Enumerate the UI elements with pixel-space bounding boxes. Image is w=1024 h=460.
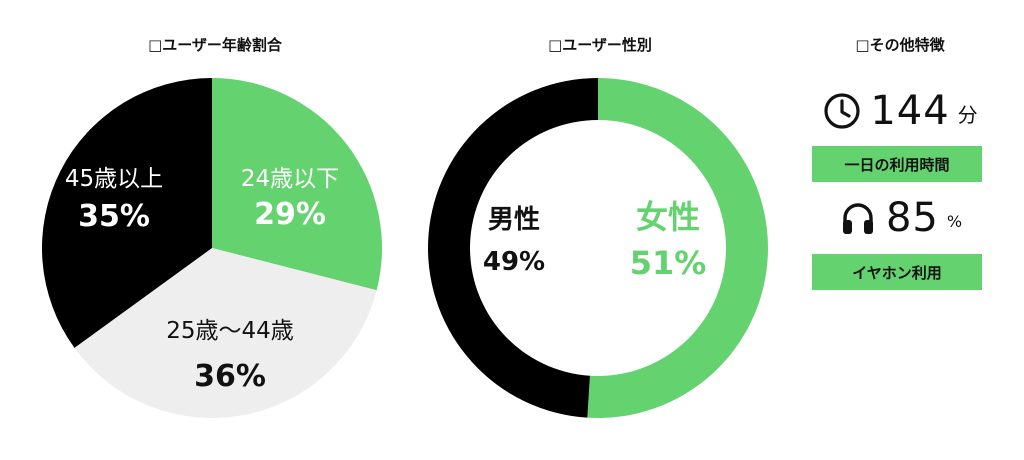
gender-donut-label-0: 女性 bbox=[636, 198, 700, 236]
earphone-unit: % bbox=[946, 211, 963, 231]
gender-donut-value-0: 51% bbox=[630, 244, 707, 282]
usage-time-caption: 一日の利用時間 bbox=[812, 146, 982, 182]
earphone-caption: イヤホン利用 bbox=[812, 254, 982, 290]
age-pie-label-0: 24歳以下 bbox=[241, 166, 339, 192]
earphone-value: 85 bbox=[885, 195, 939, 241]
age-pie-slice-2 bbox=[41, 78, 212, 348]
age-pie-label-1: 25歳〜44歳 bbox=[166, 318, 294, 344]
gender-donut-slice-0 bbox=[587, 78, 769, 419]
age-pie-value-1: 36% bbox=[194, 359, 266, 394]
gender-donut-title: □ユーザー性別 bbox=[548, 36, 652, 54]
clock-icon bbox=[824, 93, 860, 129]
other-features-title: □その他特徴 bbox=[855, 36, 945, 54]
age-pie-value-2: 35% bbox=[78, 199, 150, 234]
age-pie-chart: 24歳以下 29% 25歳〜44歳 36% 45歳以上 35% bbox=[41, 78, 383, 419]
age-pie-title: □ユーザー年齢割合 bbox=[148, 36, 282, 54]
gender-donut-slice-1 bbox=[428, 78, 598, 418]
usage-time-unit: 分 bbox=[957, 102, 978, 127]
gender-donut-label-1: 男性 bbox=[488, 205, 540, 235]
usage-time-stat: 144 分 bbox=[810, 86, 990, 136]
headphones-icon bbox=[842, 203, 873, 234]
earphone-stat: 85 % bbox=[810, 193, 990, 243]
gender-donut-chart: 女性 51% 男性 49% bbox=[428, 78, 769, 419]
age-pie-slice-0 bbox=[212, 78, 383, 291]
age-pie-value-0: 29% bbox=[254, 197, 326, 232]
gender-donut-value-1: 49% bbox=[483, 247, 545, 277]
age-pie-label-2: 45歳以上 bbox=[65, 166, 163, 192]
age-pie-slice-1 bbox=[74, 248, 377, 419]
usage-time-value: 144 bbox=[870, 88, 950, 134]
